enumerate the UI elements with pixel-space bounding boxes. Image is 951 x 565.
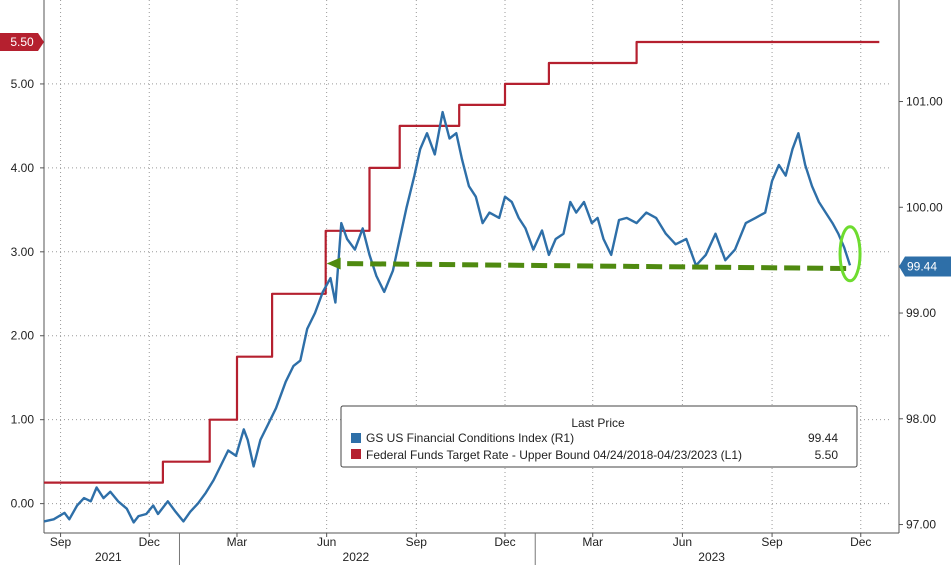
legend: Last Price GS US Financial Conditions In… [340,405,858,468]
x-year-label: 2022 [343,550,370,564]
right-axis: 97.00 98.00 99.00 100.00 101.00 [899,95,943,532]
legend-value-fed-funds: 5.50 [815,448,839,462]
left-tick-label: 4.00 [11,161,35,175]
series-layer [43,40,880,524]
x-tick-label: Sep [761,535,783,549]
right-last-price-tag-label: 99.44 [907,260,937,274]
highlight-ellipse [838,225,862,283]
left-last-price-tag [0,32,44,51]
legend-box [340,405,858,468]
value-tags: 5.50 99.44 [0,32,951,277]
x-tick-label: Jun [673,535,692,549]
legend-value-fci: 99.44 [808,431,838,445]
legend-swatch-fci [351,433,361,443]
left-tick-label: 0.00 [11,497,35,511]
left-tick-label: 3.00 [11,245,35,259]
left-axis: 0.00 1.00 2.00 3.00 4.00 5.00 [11,77,44,511]
x-tick-label: Jun [317,535,336,549]
x-tick-label: Sep [50,535,72,549]
arrow-head [326,257,341,270]
x-tick-label: Mar [227,535,248,549]
right-tick-label: 99.00 [906,306,936,320]
right-tick-label: 100.00 [906,200,943,214]
x-tick-label: Sep [406,535,428,549]
x-year-label: 2021 [95,550,122,564]
legend-header: Last Price [571,416,625,430]
left-tick-label: 2.00 [11,329,35,343]
left-tick-label: 1.00 [11,413,35,427]
series-line-fed-funds-rate [44,40,880,484]
x-tick-label: Mar [582,535,603,549]
dashed-arrow-line [336,261,847,271]
legend-label-fed-funds: Federal Funds Target Rate - Upper Bound … [366,448,742,462]
right-tick-label: 101.00 [906,95,943,109]
x-tick-label: Dec [494,535,515,549]
right-tick-label: 98.00 [906,412,936,426]
annotations [326,225,862,283]
x-axis: Sep Dec Mar Jun Sep Dec Mar Jun Sep Dec 2021 2022 20… [50,533,871,565]
series-line-gs-fci [43,110,852,524]
right-tick-label: 97.00 [906,518,936,532]
legend-label-fci: GS US Financial Conditions Index (R1) [366,431,574,445]
right-last-price-tag [899,256,951,277]
left-tick-label: 5.00 [11,77,35,91]
x-tick-label: Dec [139,535,160,549]
x-year-label: 2023 [698,550,725,564]
legend-swatch-fed-funds [351,449,361,459]
left-last-price-tag-label: 5.50 [10,35,34,49]
x-tick-label: Dec [850,535,871,549]
